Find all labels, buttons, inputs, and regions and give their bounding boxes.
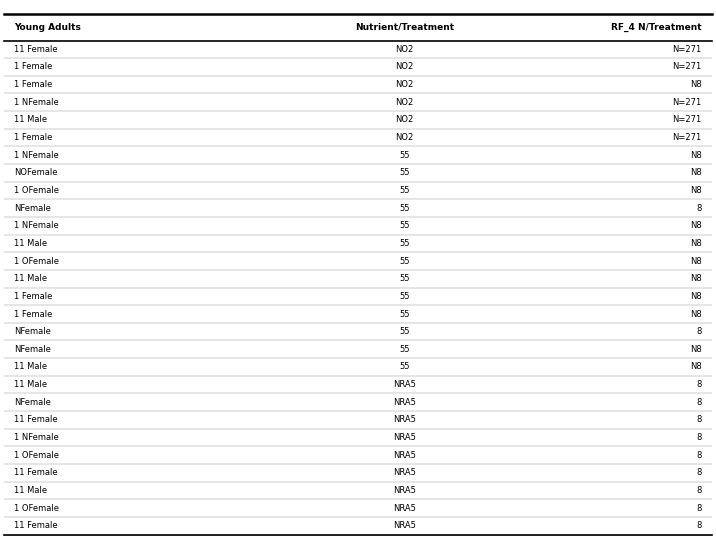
Text: 1 OFemale: 1 OFemale	[14, 451, 59, 460]
Text: 11 Male: 11 Male	[14, 116, 47, 124]
Text: 1 Female: 1 Female	[14, 63, 53, 71]
Text: 55: 55	[400, 151, 410, 160]
Text: 55: 55	[400, 204, 410, 213]
Text: 1 Female: 1 Female	[14, 133, 53, 142]
Text: NRA5: NRA5	[393, 451, 416, 460]
Text: N=271: N=271	[672, 98, 702, 107]
Text: 11 Female: 11 Female	[14, 521, 58, 530]
Text: NOFemale: NOFemale	[14, 168, 58, 177]
Text: 11 Male: 11 Male	[14, 380, 47, 389]
Text: 55: 55	[400, 309, 410, 319]
Text: NO2: NO2	[395, 98, 414, 107]
Text: 55: 55	[400, 327, 410, 336]
Text: NRA5: NRA5	[393, 504, 416, 512]
Text: 11 Male: 11 Male	[14, 362, 47, 372]
Text: N=271: N=271	[672, 63, 702, 71]
Text: 55: 55	[400, 362, 410, 372]
Text: 1 OFemale: 1 OFemale	[14, 504, 59, 512]
Text: NO2: NO2	[395, 133, 414, 142]
Text: 11 Male: 11 Male	[14, 274, 47, 283]
Text: N8: N8	[690, 345, 702, 354]
Text: NO2: NO2	[395, 45, 414, 54]
Text: NO2: NO2	[395, 63, 414, 71]
Text: Young Adults: Young Adults	[14, 23, 81, 31]
Text: 55: 55	[400, 168, 410, 177]
Text: 11 Female: 11 Female	[14, 468, 58, 477]
Text: 1 NFemale: 1 NFemale	[14, 433, 59, 442]
Text: 8: 8	[696, 468, 702, 477]
Text: N8: N8	[690, 292, 702, 301]
Text: 1 Female: 1 Female	[14, 292, 53, 301]
Text: N=271: N=271	[672, 45, 702, 54]
Text: 8: 8	[696, 398, 702, 407]
Text: 8: 8	[696, 451, 702, 460]
Text: 55: 55	[400, 345, 410, 354]
Text: N8: N8	[690, 186, 702, 195]
Text: RF_4 N/Treatment: RF_4 N/Treatment	[611, 23, 702, 31]
Text: 8: 8	[696, 204, 702, 213]
Text: N8: N8	[690, 80, 702, 89]
Text: 55: 55	[400, 239, 410, 248]
Text: 8: 8	[696, 327, 702, 336]
Text: 8: 8	[696, 486, 702, 495]
Text: 11 Female: 11 Female	[14, 415, 58, 424]
Text: N8: N8	[690, 362, 702, 372]
Text: 11 Male: 11 Male	[14, 239, 47, 248]
Text: 55: 55	[400, 292, 410, 301]
Text: N8: N8	[690, 239, 702, 248]
Text: N8: N8	[690, 309, 702, 319]
Text: 8: 8	[696, 433, 702, 442]
Text: NRA5: NRA5	[393, 486, 416, 495]
Text: 1 NFemale: 1 NFemale	[14, 98, 59, 107]
Text: 1 NFemale: 1 NFemale	[14, 221, 59, 230]
Text: NO2: NO2	[395, 116, 414, 124]
Text: 1 Female: 1 Female	[14, 80, 53, 89]
Text: 55: 55	[400, 221, 410, 230]
Text: N8: N8	[690, 151, 702, 160]
Text: Nutrient/Treatment: Nutrient/Treatment	[355, 23, 454, 31]
Text: N=271: N=271	[672, 133, 702, 142]
Text: 1 Female: 1 Female	[14, 309, 53, 319]
Text: NFemale: NFemale	[14, 345, 52, 354]
Text: NRA5: NRA5	[393, 398, 416, 407]
Text: 11 Female: 11 Female	[14, 45, 58, 54]
Text: 8: 8	[696, 504, 702, 512]
Text: 55: 55	[400, 186, 410, 195]
Text: 1 NFemale: 1 NFemale	[14, 151, 59, 160]
Text: N8: N8	[690, 274, 702, 283]
Text: 1 OFemale: 1 OFemale	[14, 186, 59, 195]
Text: N8: N8	[690, 256, 702, 266]
Text: 55: 55	[400, 256, 410, 266]
Text: NFemale: NFemale	[14, 398, 52, 407]
Text: NRA5: NRA5	[393, 380, 416, 389]
Text: 8: 8	[696, 415, 702, 424]
Text: NFemale: NFemale	[14, 204, 52, 213]
Text: 11 Male: 11 Male	[14, 486, 47, 495]
Text: 8: 8	[696, 380, 702, 389]
Text: N8: N8	[690, 168, 702, 177]
Text: 55: 55	[400, 274, 410, 283]
Text: 8: 8	[696, 521, 702, 530]
Text: 1 OFemale: 1 OFemale	[14, 256, 59, 266]
Text: NRA5: NRA5	[393, 415, 416, 424]
Text: NRA5: NRA5	[393, 521, 416, 530]
Text: NRA5: NRA5	[393, 433, 416, 442]
Text: NRA5: NRA5	[393, 468, 416, 477]
Text: NFemale: NFemale	[14, 327, 52, 336]
Text: NO2: NO2	[395, 80, 414, 89]
Text: N=271: N=271	[672, 116, 702, 124]
Text: N8: N8	[690, 221, 702, 230]
